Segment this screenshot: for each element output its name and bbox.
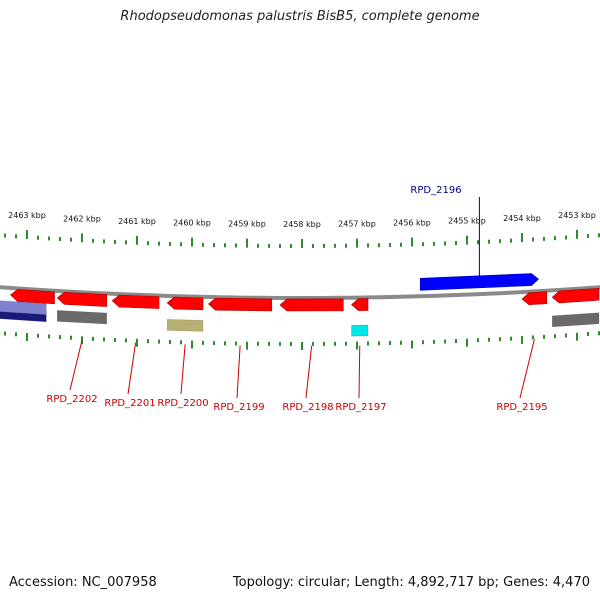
- label-leader-RPD_2202: [69, 340, 83, 391]
- axis-tick-label: 2459 kbp: [228, 220, 266, 229]
- genome-backbone: [0, 285, 600, 301]
- gene-arrow-RPD_2201[interactable]: [111, 294, 160, 309]
- gene-label-RPD_2202[interactable]: RPD_2202: [46, 394, 97, 405]
- gene-arrow-RPD_2198[interactable]: [279, 298, 344, 312]
- gene-arrow-cds_left_edge[interactable]: [10, 289, 55, 305]
- inner-tick-ring: [4, 331, 600, 350]
- axis-tick-label: 2461 kbp: [118, 217, 156, 226]
- gene-arrow-cds_right_a[interactable]: [551, 287, 600, 304]
- feature-block-feat_gray_right[interactable]: [552, 312, 600, 328]
- label-leader-RPD_2197: [358, 345, 361, 399]
- axis-tick-label: 2460 kbp: [173, 219, 211, 228]
- feature-block-feat_olive_2200[interactable]: [167, 319, 204, 332]
- gene-arrow-RPD_2195[interactable]: [521, 291, 548, 306]
- outer-tick-ring: [4, 229, 600, 248]
- gene-label-RPD_2197[interactable]: RPD_2197: [335, 402, 386, 413]
- label-leader-RPD_2198: [305, 345, 313, 399]
- gene-label-RPD_2201[interactable]: RPD_2201: [104, 398, 155, 409]
- gene-arrow-RPD_2199[interactable]: [208, 297, 273, 312]
- gene-label-RPD_2200[interactable]: RPD_2200: [157, 398, 208, 409]
- axis-tick-label: 2463 kbp: [8, 211, 46, 220]
- label-leader-RPD_2200: [180, 344, 186, 395]
- feature-block-feat_lavender_left[interactable]: [0, 300, 47, 316]
- reverse-strand-genes: [10, 287, 600, 312]
- genome-summary-text: Topology: circular; Length: 4,892,717 bp…: [232, 575, 590, 590]
- label-leader-RPD_2201: [127, 342, 137, 395]
- gene-arrow-RPD_2200[interactable]: [166, 296, 204, 311]
- label-leader-RPD_2195: [519, 339, 535, 399]
- axis-tick-label: 2455 kbp: [448, 217, 486, 226]
- gene-arrow-RPD_2202[interactable]: [56, 292, 108, 307]
- feature-block-feat_cyan_2197[interactable]: [351, 324, 369, 337]
- map-title: Rhodopseudomonas palustris BisB5, comple…: [120, 9, 480, 24]
- axis-tick-label: 2457 kbp: [338, 220, 376, 229]
- gene-label-RPD_2195[interactable]: RPD_2195: [496, 402, 547, 413]
- tick-label-group: 2463 kbp 2462 kbp 2461 kbp 2460 kbp 2459 kbp…: [8, 211, 596, 229]
- gene-label-group: RPD_2196 RPD_2202 RPD_2201 RPD_2200 RPD_2199…: [46, 185, 547, 413]
- feature-block-feat_gray_2202[interactable]: [57, 310, 107, 325]
- axis-tick-label: 2458 kbp: [283, 220, 321, 229]
- axis-tick-label: 2456 kbp: [393, 218, 431, 227]
- gene-label-RPD_2198[interactable]: RPD_2198: [282, 402, 333, 413]
- axis-tick-label: 2454 kbp: [503, 214, 541, 223]
- gene-label-RPD_2196[interactable]: RPD_2196: [410, 185, 461, 196]
- gene-label-RPD_2199[interactable]: RPD_2199: [213, 402, 264, 413]
- gene-arrow-RPD_2197[interactable]: [351, 298, 369, 311]
- feature-track: [0, 300, 600, 337]
- axis-tick-label: 2453 kbp: [558, 211, 596, 220]
- axis-tick-label: 2462 kbp: [63, 214, 101, 223]
- accession-text: Accession: NC_007958: [9, 575, 157, 590]
- forward-strand-genes: [419, 273, 539, 291]
- gene-arrow-RPD_2196[interactable]: [419, 273, 539, 291]
- label-leader-RPD_2199: [236, 345, 241, 399]
